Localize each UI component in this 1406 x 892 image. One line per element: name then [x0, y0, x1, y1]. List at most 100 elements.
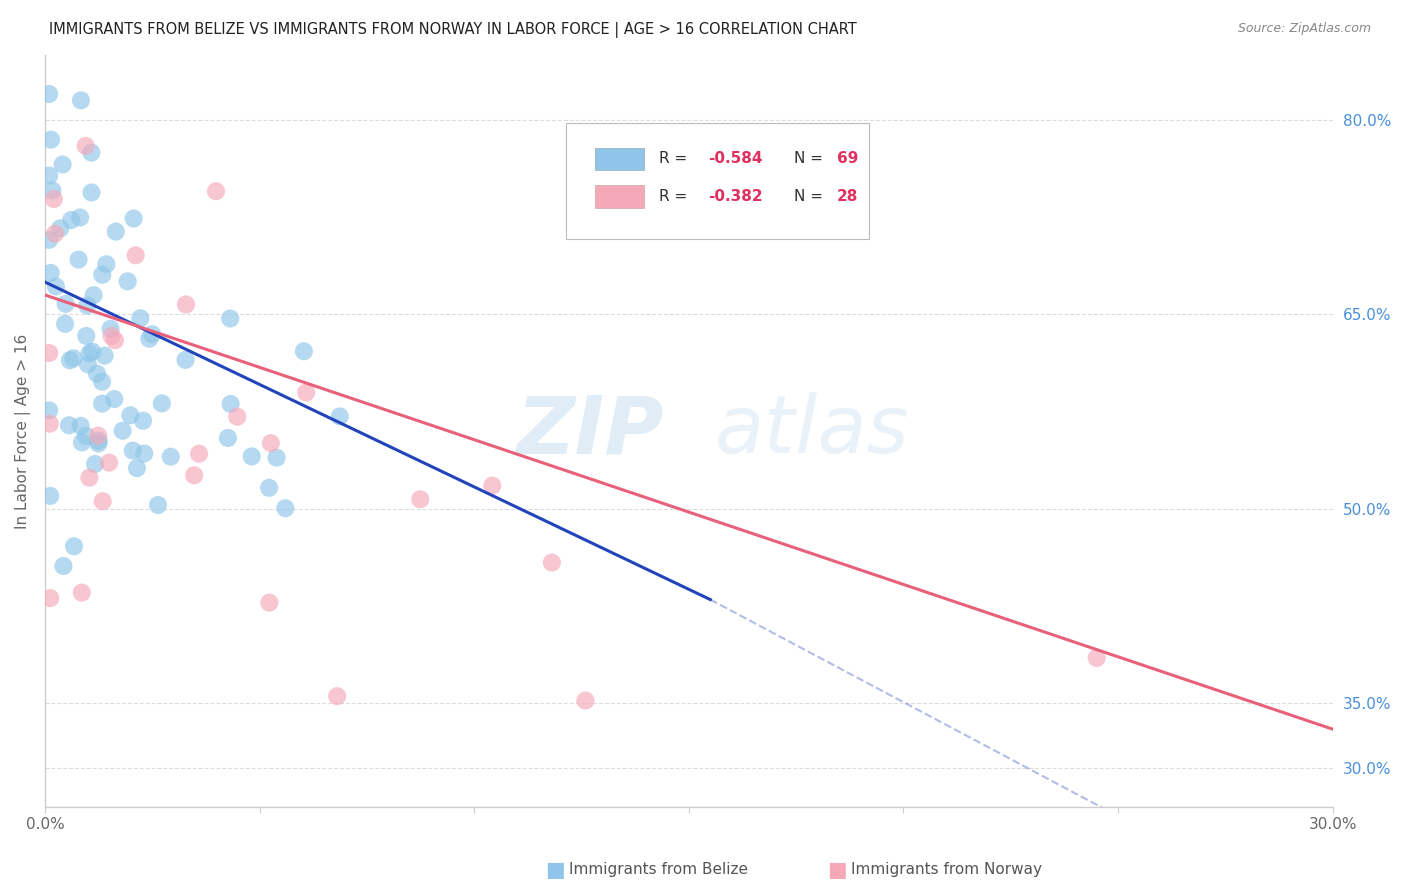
- Point: [67, 252, 90, 267]
- Point: [150, 396, 173, 410]
- Point: [38, 346, 60, 360]
- Text: Source: ZipAtlas.com: Source: ZipAtlas.com: [1237, 22, 1371, 36]
- Point: [91, 396, 114, 410]
- Point: [42, 192, 65, 206]
- Point: [38, 417, 60, 431]
- Point: [174, 352, 197, 367]
- Point: [103, 392, 125, 406]
- Point: [84, 457, 107, 471]
- Point: [44, 227, 66, 241]
- Point: [91, 268, 114, 282]
- Point: [75, 329, 97, 343]
- Text: atlas: atlas: [714, 392, 910, 470]
- Point: [76, 298, 98, 312]
- Point: [257, 481, 280, 495]
- Text: ZIP: ZIP: [516, 392, 664, 470]
- Point: [205, 184, 228, 198]
- Point: [87, 436, 110, 450]
- Point: [124, 248, 146, 262]
- Point: [39, 133, 62, 147]
- FancyBboxPatch shape: [567, 123, 869, 239]
- Point: [266, 450, 288, 465]
- Point: [138, 332, 160, 346]
- Point: [79, 346, 101, 360]
- Point: [240, 450, 263, 464]
- Point: [59, 353, 82, 368]
- Point: [76, 357, 98, 371]
- Point: [52, 157, 75, 171]
- Point: [70, 585, 93, 599]
- Point: [295, 385, 318, 400]
- Point: [60, 213, 83, 227]
- Point: [87, 428, 110, 442]
- Y-axis label: In Labor Force | Age > 16: In Labor Force | Age > 16: [15, 334, 31, 529]
- FancyBboxPatch shape: [595, 147, 644, 170]
- Point: [38, 87, 60, 101]
- Point: [38, 233, 60, 247]
- Point: [259, 596, 281, 610]
- Point: [52, 559, 75, 574]
- Point: [481, 478, 503, 492]
- Point: [70, 94, 93, 108]
- Point: [62, 351, 84, 366]
- Point: [63, 539, 86, 553]
- Text: 28: 28: [837, 189, 858, 204]
- Point: [86, 367, 108, 381]
- Point: [69, 418, 91, 433]
- Point: [55, 297, 77, 311]
- Point: [188, 447, 211, 461]
- Point: [98, 456, 121, 470]
- Point: [132, 414, 155, 428]
- Text: R =: R =: [659, 152, 692, 167]
- Point: [174, 297, 197, 311]
- Point: [219, 311, 242, 326]
- Point: [69, 211, 91, 225]
- Point: [79, 471, 101, 485]
- Point: [111, 424, 134, 438]
- Point: [134, 446, 156, 460]
- Point: [39, 591, 62, 605]
- Text: N =: N =: [794, 152, 828, 167]
- Point: [117, 274, 139, 288]
- Point: [260, 436, 283, 450]
- Text: 69: 69: [837, 152, 858, 167]
- Text: ■: ■: [546, 860, 565, 880]
- Point: [226, 409, 249, 424]
- Point: [219, 397, 242, 411]
- Text: IMMIGRANTS FROM BELIZE VS IMMIGRANTS FROM NORWAY IN LABOR FORCE | AGE > 16 CORRE: IMMIGRANTS FROM BELIZE VS IMMIGRANTS FRO…: [49, 22, 858, 38]
- Point: [159, 450, 181, 464]
- Point: [120, 409, 142, 423]
- Point: [45, 279, 67, 293]
- Point: [49, 221, 72, 235]
- Point: [326, 689, 349, 703]
- Point: [53, 317, 76, 331]
- Point: [82, 344, 104, 359]
- Point: [141, 327, 163, 342]
- Text: -0.584: -0.584: [709, 152, 762, 167]
- Point: [80, 186, 103, 200]
- Text: R =: R =: [659, 189, 692, 204]
- Point: [104, 225, 127, 239]
- Point: [39, 489, 62, 503]
- Point: [39, 266, 62, 280]
- Point: [41, 184, 63, 198]
- Point: [125, 461, 148, 475]
- Text: ■: ■: [827, 860, 846, 880]
- Point: [75, 139, 97, 153]
- Point: [329, 409, 352, 424]
- Point: [100, 322, 122, 336]
- Text: Immigrants from Belize: Immigrants from Belize: [569, 863, 748, 877]
- Point: [87, 434, 110, 448]
- Point: [217, 431, 239, 445]
- Point: [91, 375, 114, 389]
- Point: [121, 443, 143, 458]
- Point: [80, 145, 103, 160]
- Point: [83, 288, 105, 302]
- Point: [75, 429, 97, 443]
- Point: [409, 492, 432, 507]
- Point: [129, 311, 152, 326]
- Point: [574, 693, 596, 707]
- Point: [38, 403, 60, 417]
- Text: -0.382: -0.382: [709, 189, 763, 204]
- Point: [122, 211, 145, 226]
